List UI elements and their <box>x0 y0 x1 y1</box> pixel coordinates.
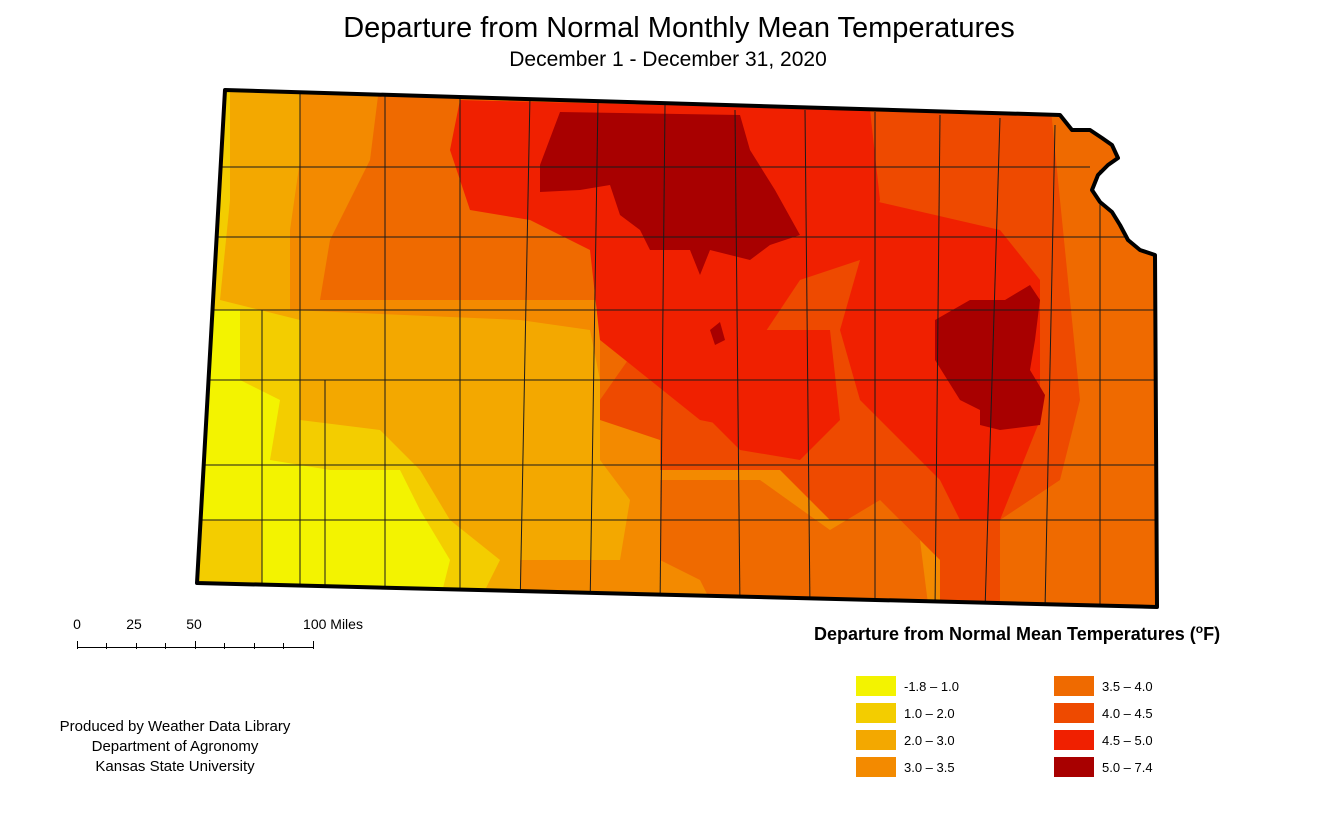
scale-label-0: 0 <box>73 616 81 632</box>
scale-tick <box>136 643 137 649</box>
zone-45-50-central <box>700 330 840 460</box>
legend-label: -1.8 – 1.0 <box>904 679 959 694</box>
credits: Produced by Weather Data Library Departm… <box>20 717 330 777</box>
scale-label-25: 25 <box>126 616 142 632</box>
temperature-fill <box>197 90 1157 607</box>
scale-label-100: 100 Miles <box>303 616 363 632</box>
legend-title-text: Departure from Normal Mean Temperatures … <box>814 624 1196 644</box>
legend-label: 5.0 – 7.4 <box>1102 760 1153 775</box>
map-title: Departure from Normal Monthly Mean Tempe… <box>343 12 1015 44</box>
legend-swatch <box>1054 730 1094 750</box>
legend-swatch <box>1054 757 1094 777</box>
legend-label: 4.0 – 4.5 <box>1102 706 1153 721</box>
legend-label: 2.0 – 3.0 <box>904 733 955 748</box>
legend-swatch <box>1054 676 1094 696</box>
county-lines <box>200 90 1157 607</box>
scale-tick <box>313 641 314 649</box>
legend-swatch <box>856 703 896 723</box>
zone-50-74-east <box>935 285 1045 430</box>
map-subtitle: December 1 - December 31, 2020 <box>509 48 827 71</box>
scale-tick <box>195 641 196 649</box>
legend-label: 1.0 – 2.0 <box>904 706 955 721</box>
scale-tick <box>77 641 78 649</box>
legend-title: Departure from Normal Mean Temperatures … <box>814 622 1220 645</box>
credit-line: Kansas State University <box>95 758 255 775</box>
scale-tick <box>224 643 225 649</box>
scale-bar: 0 25 50 100 Miles <box>60 616 400 656</box>
scale-tick <box>283 643 284 649</box>
legend-swatch <box>856 757 896 777</box>
credit-line: Department of Agronomy <box>91 738 259 755</box>
degree-symbol: o <box>1195 622 1204 636</box>
scale-tick <box>254 643 255 649</box>
scale-tick <box>106 643 107 649</box>
credit-line: Produced by Weather Data Library <box>59 718 291 735</box>
legend-swatch <box>1054 703 1094 723</box>
zone-50-74-dot <box>710 322 725 345</box>
zone-35-40-east <box>1000 100 1157 607</box>
zone-35-40-s <box>660 480 930 607</box>
legend-label: 4.5 – 5.0 <box>1102 733 1153 748</box>
zone-10-20-corner <box>197 520 262 590</box>
legend-title-unit: F) <box>1203 624 1221 644</box>
legend-label: 3.0 – 3.5 <box>904 760 955 775</box>
scale-label-50: 50 <box>186 616 202 632</box>
legend-swatch <box>856 730 896 750</box>
scale-tick <box>165 643 166 649</box>
kansas-state-outline <box>195 88 1159 609</box>
legend-swatch <box>856 676 896 696</box>
legend-label: 3.5 – 4.0 <box>1102 679 1153 694</box>
